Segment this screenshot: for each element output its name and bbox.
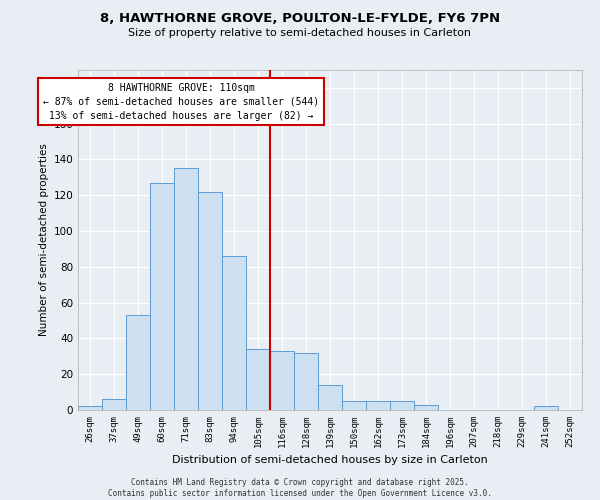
X-axis label: Distribution of semi-detached houses by size in Carleton: Distribution of semi-detached houses by … [172, 456, 488, 466]
Text: Size of property relative to semi-detached houses in Carleton: Size of property relative to semi-detach… [128, 28, 472, 38]
Bar [342, 401, 366, 410]
Bar [198, 192, 222, 410]
Bar [78, 406, 102, 410]
Bar [318, 385, 342, 410]
Bar [366, 401, 390, 410]
Bar [222, 256, 246, 410]
Bar [414, 404, 438, 410]
Bar [270, 351, 294, 410]
Bar [102, 400, 126, 410]
Y-axis label: Number of semi-detached properties: Number of semi-detached properties [39, 144, 49, 336]
Bar [150, 182, 174, 410]
Bar [294, 352, 318, 410]
Text: Contains HM Land Registry data © Crown copyright and database right 2025.
Contai: Contains HM Land Registry data © Crown c… [108, 478, 492, 498]
Bar [126, 315, 150, 410]
Bar [390, 401, 414, 410]
Bar [246, 349, 270, 410]
Bar [174, 168, 198, 410]
Bar [534, 406, 558, 410]
Text: 8 HAWTHORNE GROVE: 110sqm
← 87% of semi-detached houses are smaller (544)
13% of: 8 HAWTHORNE GROVE: 110sqm ← 87% of semi-… [43, 82, 319, 120]
Text: 8, HAWTHORNE GROVE, POULTON-LE-FYLDE, FY6 7PN: 8, HAWTHORNE GROVE, POULTON-LE-FYLDE, FY… [100, 12, 500, 26]
